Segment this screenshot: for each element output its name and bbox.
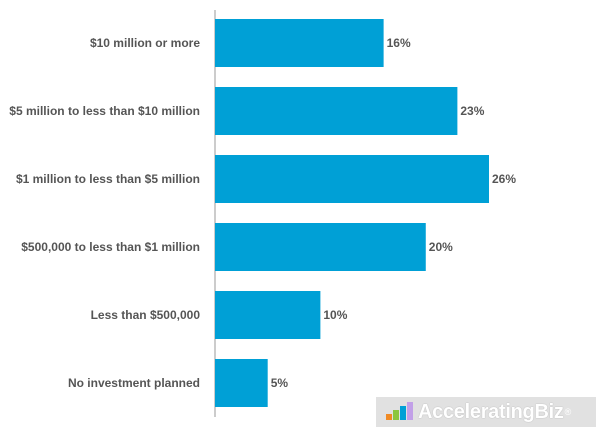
bar-0 — [215, 19, 384, 67]
bar-4 — [215, 291, 321, 339]
category-label-0: $10 million or more — [90, 36, 200, 50]
value-label-4: 10% — [323, 308, 347, 322]
bar-2 — [215, 155, 489, 203]
bars-group — [215, 19, 489, 407]
watermark: AcceleratingBiz ® — [376, 397, 596, 427]
category-label-4: Less than $500,000 — [91, 308, 201, 322]
category-label-2: $1 million to less than $5 million — [16, 172, 200, 186]
value-label-0: 16% — [387, 36, 411, 50]
accelerating-biz-logo-icon — [386, 402, 414, 422]
value-label-3: 20% — [429, 240, 453, 254]
value-labels-group: 16% 23% 26% 20% 10% 5% — [271, 36, 517, 390]
bar-1 — [215, 87, 458, 135]
value-label-2: 26% — [492, 172, 516, 186]
value-label-1: 23% — [460, 104, 484, 118]
category-label-1: $5 million to less than $10 million — [9, 104, 200, 118]
watermark-text: AcceleratingBiz — [418, 400, 564, 423]
bar-5 — [215, 359, 268, 407]
value-label-5: 5% — [271, 376, 289, 390]
bar-3 — [215, 223, 426, 271]
watermark-registered-mark: ® — [564, 407, 572, 417]
category-label-5: No investment planned — [68, 376, 200, 390]
category-label-3: $500,000 to less than $1 million — [21, 240, 200, 254]
category-labels-group: $10 million or more $5 million to less th… — [9, 36, 200, 390]
